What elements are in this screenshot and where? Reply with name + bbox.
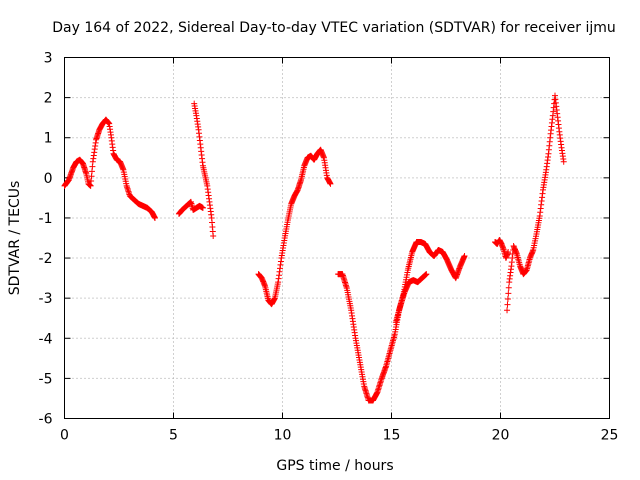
y-tick-label: 0 — [44, 171, 53, 187]
x-tick-label: 20 — [492, 428, 510, 444]
data-point — [461, 253, 468, 260]
y-tick-label: 1 — [44, 131, 53, 147]
y-tick-label: 2 — [44, 91, 53, 107]
x-tick-label: 15 — [383, 428, 401, 444]
series-arc — [191, 100, 217, 239]
grid — [64, 57, 610, 419]
series-arc — [335, 239, 468, 404]
y-axis-label: SDTVAR / TECUs — [7, 181, 23, 296]
series-arc — [392, 271, 430, 326]
y-tick-label: -5 — [39, 371, 53, 387]
data-point — [505, 290, 512, 297]
data-point — [423, 271, 430, 278]
y-tick-label: 3 — [44, 51, 53, 67]
x-tick-label: 5 — [169, 428, 178, 444]
y-tick-label: -1 — [39, 211, 53, 227]
data-point — [504, 307, 511, 314]
data-point — [210, 232, 217, 239]
y-tick-label: -3 — [39, 291, 53, 307]
x-tick-label: 25 — [601, 428, 619, 444]
series-arc — [255, 146, 334, 308]
data-point — [505, 249, 512, 256]
y-tick-labels: -6 -5 -4 -3 -2 -1 0 1 2 3 — [39, 51, 53, 428]
data-point — [199, 204, 206, 211]
series-arc — [504, 92, 567, 314]
x-axis-label: GPS time / hours — [276, 458, 393, 474]
data-points — [61, 92, 567, 404]
data-point — [327, 180, 334, 187]
data-point — [505, 284, 512, 291]
y-tick-label: -2 — [39, 251, 53, 267]
x-tick-label: 10 — [274, 428, 292, 444]
chart-title: Day 164 of 2022, Sidereal Day-to-day VTE… — [52, 20, 616, 36]
series-arc — [175, 198, 206, 217]
x-tick-labels: 0 5 10 15 20 25 — [60, 428, 618, 444]
y-tick-label: -6 — [39, 412, 53, 428]
data-point — [504, 295, 511, 302]
data-point — [504, 301, 511, 308]
x-tick-label: 0 — [60, 428, 69, 444]
data-point — [151, 214, 158, 221]
series-arc — [61, 116, 158, 221]
axis-ticks — [64, 57, 610, 419]
data-point — [560, 158, 567, 165]
plot-frame — [64, 57, 610, 419]
series-arc — [492, 237, 512, 262]
y-tick-label: -4 — [39, 331, 53, 347]
